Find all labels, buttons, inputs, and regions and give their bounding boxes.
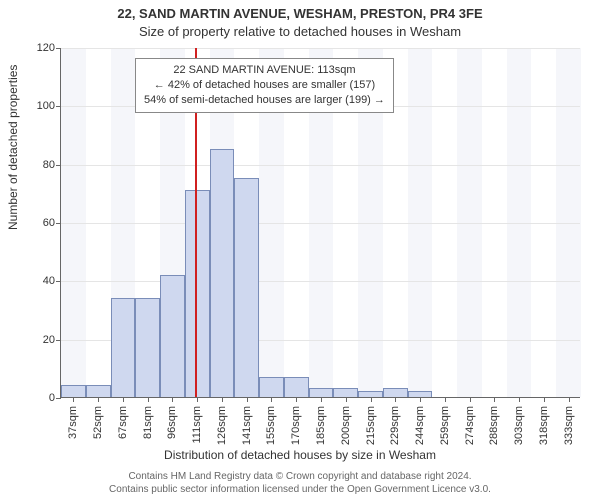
xtick-label: 229sqm [389, 406, 401, 445]
xtick-mark [470, 397, 471, 402]
xtick-label: 288sqm [488, 406, 500, 445]
ytick-mark [56, 48, 61, 49]
histogram-bar [383, 388, 408, 397]
ytick-mark [56, 106, 61, 107]
xtick-mark [123, 397, 124, 402]
xtick-label: 274sqm [464, 406, 476, 445]
xtick-label: 303sqm [513, 406, 525, 445]
histogram-bar [160, 275, 185, 398]
gridline [61, 223, 580, 224]
xtick-mark [271, 397, 272, 402]
histogram-bar [333, 388, 358, 397]
histogram-bar [135, 298, 160, 397]
attribution-line1: Contains HM Land Registry data © Crown c… [128, 471, 471, 482]
gridline [61, 165, 580, 166]
title-line1: 22, SAND MARTIN AVENUE, WESHAM, PRESTON,… [0, 6, 600, 21]
attribution: Contains HM Land Registry data © Crown c… [0, 471, 600, 496]
xtick-label: 96sqm [166, 406, 178, 439]
xtick-label: 333sqm [563, 406, 575, 445]
xtick-mark [569, 397, 570, 402]
xtick-label: 81sqm [142, 406, 154, 439]
xtick-label: 126sqm [216, 406, 228, 445]
xtick-label: 318sqm [538, 406, 550, 445]
ytick-label: 120 [37, 42, 55, 54]
xtick-label: 185sqm [315, 406, 327, 445]
ytick-mark [56, 340, 61, 341]
xtick-mark [445, 397, 446, 402]
xtick-label: 170sqm [290, 406, 302, 445]
xtick-label: 111sqm [191, 406, 203, 444]
ytick-label: 80 [43, 159, 55, 171]
histogram-bar [111, 298, 136, 397]
xtick-mark [494, 397, 495, 402]
ytick-label: 40 [43, 275, 55, 287]
y-axis-label: Number of detached properties [6, 65, 20, 230]
ytick-mark [56, 223, 61, 224]
ytick-label: 20 [43, 334, 55, 346]
histogram-bar [259, 377, 284, 397]
annotation-line: ← 42% of detached houses are smaller (15… [144, 78, 385, 93]
ytick-label: 100 [37, 100, 55, 112]
histogram-bar [309, 388, 334, 397]
xtick-label: 155sqm [265, 406, 277, 445]
xtick-mark [321, 397, 322, 402]
histogram-bar [185, 190, 210, 397]
xtick-mark [172, 397, 173, 402]
histogram-bar [61, 385, 86, 397]
xtick-mark [148, 397, 149, 402]
xtick-mark [395, 397, 396, 402]
xtick-label: 141sqm [241, 406, 253, 445]
xtick-label: 52sqm [92, 406, 104, 439]
ytick-mark [56, 398, 61, 399]
histogram-bar [234, 178, 259, 397]
xtick-mark [73, 397, 74, 402]
plot-area: 02040608010012037sqm52sqm67sqm81sqm96sqm… [60, 48, 580, 398]
xtick-label: 244sqm [414, 406, 426, 445]
xtick-mark [346, 397, 347, 402]
ytick-mark [56, 281, 61, 282]
xtick-label: 259sqm [439, 406, 451, 445]
xtick-mark [296, 397, 297, 402]
xtick-label: 67sqm [117, 406, 129, 439]
histogram-bar [86, 385, 111, 397]
xtick-mark [544, 397, 545, 402]
ytick-label: 60 [43, 217, 55, 229]
xtick-mark [519, 397, 520, 402]
xtick-mark [371, 397, 372, 402]
attribution-line2: Contains public sector information licen… [109, 484, 491, 495]
annotation-box: 22 SAND MARTIN AVENUE: 113sqm← 42% of de… [135, 58, 394, 113]
ytick-label: 0 [49, 392, 55, 404]
annotation-line: 54% of semi-detached houses are larger (… [144, 93, 385, 108]
x-axis-label: Distribution of detached houses by size … [0, 448, 600, 462]
xtick-label: 37sqm [67, 406, 79, 439]
ytick-mark [56, 165, 61, 166]
xtick-mark [197, 397, 198, 402]
title-line2: Size of property relative to detached ho… [0, 24, 600, 39]
gridline [61, 281, 580, 282]
histogram-bar [210, 149, 235, 397]
xtick-mark [420, 397, 421, 402]
gridline [61, 48, 580, 49]
xtick-label: 215sqm [365, 406, 377, 445]
annotation-line: 22 SAND MARTIN AVENUE: 113sqm [144, 63, 385, 78]
xtick-mark [222, 397, 223, 402]
xtick-mark [98, 397, 99, 402]
histogram-bar [284, 377, 309, 397]
xtick-label: 200sqm [340, 406, 352, 445]
xtick-mark [247, 397, 248, 402]
